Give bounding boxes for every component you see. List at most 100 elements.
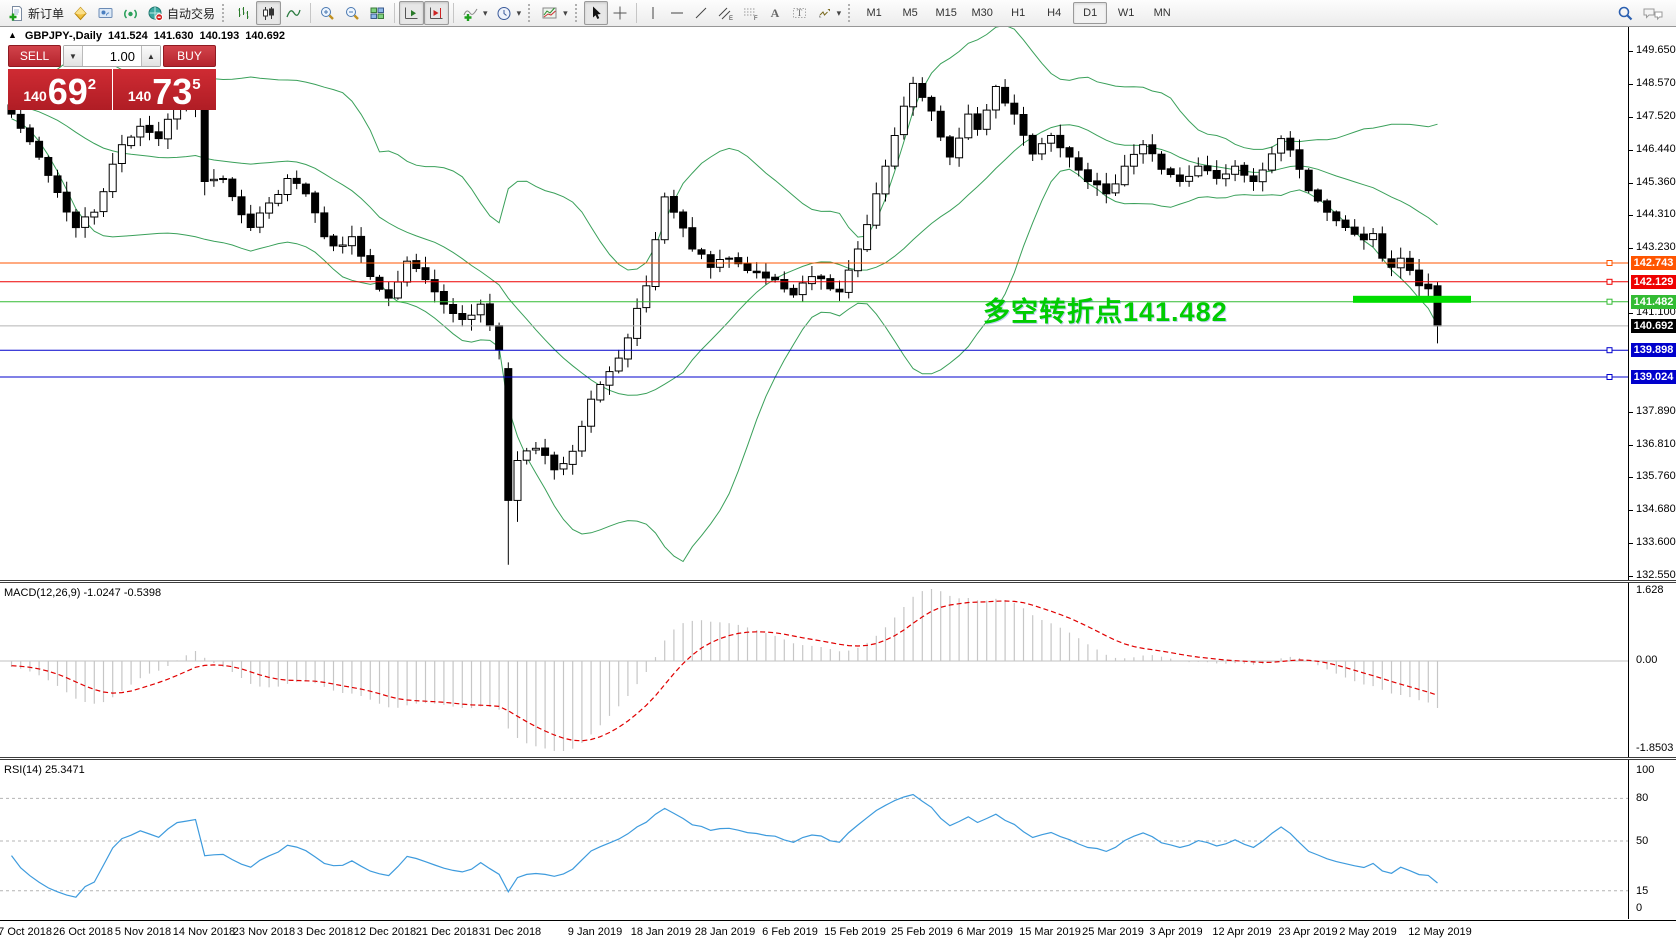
timeframe-M15[interactable]: M15 — [935, 7, 957, 19]
line-handle[interactable] — [1606, 298, 1613, 305]
price-tick-label: 145.360 — [1636, 175, 1676, 188]
metaeditor-icon — [74, 6, 87, 20]
candle-body-bull — [872, 193, 881, 226]
candle-body-bear — [1378, 233, 1387, 259]
crosshair-button[interactable] — [608, 1, 632, 25]
price-tick-label: 141.100 — [1636, 306, 1676, 319]
candle-body-bull — [522, 450, 531, 461]
auto-scroll-button[interactable] — [399, 1, 425, 25]
chevron-down-icon: ▾ — [836, 7, 842, 18]
horizontal-line-icon — [670, 12, 683, 14]
timeframe-M1[interactable]: M1 — [866, 7, 882, 19]
panel-splitter[interactable] — [0, 580, 1676, 583]
equidistant-channel-button[interactable]: E — [713, 1, 738, 25]
candle-body-bear — [1102, 183, 1111, 195]
signals-button[interactable] — [118, 1, 143, 25]
cursor-button[interactable] — [583, 1, 608, 25]
candlestick-chart-button[interactable] — [256, 1, 282, 25]
candle-body-bear — [1304, 169, 1313, 192]
timeframe-M30[interactable]: M30 — [971, 7, 993, 19]
chat-icon[interactable] — [1642, 5, 1664, 22]
price-line-label: 142.743 — [1631, 255, 1676, 270]
svg-text:F: F — [754, 16, 758, 21]
line-handle[interactable] — [1606, 374, 1613, 380]
auto-trading-icon — [148, 6, 164, 21]
time-tick-label: 15 Feb 2019 — [824, 926, 886, 938]
arrows-button[interactable]: ▾ — [812, 1, 846, 25]
templates-button[interactable]: ▾ — [537, 1, 572, 25]
buy-button[interactable]: BUY — [163, 45, 216, 67]
candle-body-bull — [1139, 144, 1148, 155]
trendline-button[interactable] — [689, 1, 713, 25]
ask-pip-digit: 5 — [192, 76, 201, 93]
macd-canvas[interactable] — [0, 583, 1628, 757]
line-handle[interactable] — [1606, 260, 1613, 266]
zoom-in-button[interactable] — [315, 1, 340, 25]
new-order-button[interactable]: 新订单 — [4, 1, 68, 25]
macd-panel[interactable]: MACD(12,26,9) -1.0247 -0.5398 — [0, 583, 1628, 757]
panel-splitter[interactable] — [0, 757, 1676, 760]
candle-body-bear — [357, 235, 366, 257]
macd-axis[interactable]: 1.628 0.00 -1.8503 — [1628, 583, 1676, 757]
line-handle[interactable] — [1606, 278, 1613, 285]
timeframe-H1[interactable]: H1 — [1011, 7, 1026, 19]
volume-input[interactable]: 1.00 — [82, 46, 142, 66]
vertical-line-button[interactable] — [641, 1, 665, 25]
candle-body-bear — [973, 113, 982, 130]
timeframe-MN[interactable]: MN — [1153, 7, 1171, 19]
new-order-icon — [9, 5, 22, 21]
arrows-icon — [818, 9, 830, 18]
zoom-out-button[interactable] — [340, 1, 365, 25]
text-label-button[interactable]: T — [787, 1, 812, 25]
price-axis[interactable]: 149.650 148.570 147.520 146.440 145.360 144.3… — [1628, 27, 1676, 581]
candle-body-bear — [311, 192, 320, 214]
terminal-button[interactable] — [93, 1, 118, 25]
rsi-value: 25.3471 — [44, 764, 85, 776]
candle-body-bear — [1166, 168, 1175, 176]
auto-trading-button[interactable]: 自动交易 — [143, 1, 219, 25]
candle-body-bull — [633, 307, 642, 339]
main-chart-panel[interactable]: ▲ GBPJPY-,Daily 141.524 141.630 140.193 … — [0, 24, 1628, 580]
timeframe-W1[interactable]: W1 — [1117, 7, 1135, 19]
low-value: 140.193 — [199, 30, 240, 42]
price-tick-label: 134.680 — [1636, 503, 1676, 516]
horizontal-line-button[interactable] — [665, 1, 689, 25]
timeframe-D1[interactable]: D1 — [1073, 2, 1108, 24]
candle-body-bear — [320, 212, 329, 238]
candle-body-bear — [1010, 102, 1019, 115]
line-chart-button[interactable] — [281, 1, 306, 25]
volume-decrease-button[interactable]: ▼ — [64, 46, 82, 66]
metaeditor-button[interactable] — [68, 1, 93, 25]
periods-button[interactable]: ▾ — [492, 1, 526, 25]
text-button[interactable]: A — [763, 1, 787, 25]
bid-price-tile[interactable]: 140 69 2 — [8, 69, 112, 110]
rsi-panel[interactable]: RSI(14) 25.3471 — [0, 760, 1628, 919]
tile-windows-button[interactable] — [365, 1, 390, 25]
one-click-collapse-arrow[interactable]: ▲ — [8, 30, 17, 40]
candle-body-bull — [1221, 173, 1230, 180]
bar-chart-button[interactable] — [231, 1, 256, 25]
candle-body-bear — [835, 288, 844, 293]
line-handle[interactable] — [1606, 347, 1613, 354]
svg-text:A: A — [770, 6, 779, 20]
candle-body-bull — [559, 463, 568, 470]
indicators-button[interactable]: ▾ — [458, 1, 492, 25]
price-chart-canvas[interactable] — [0, 24, 1628, 580]
price-tick-label: 136.810 — [1636, 437, 1676, 450]
timeframe-M5[interactable]: M5 — [902, 7, 918, 19]
rsi-axis[interactable]: 100 80 50 15 0 — [1628, 760, 1676, 919]
rsi-canvas[interactable] — [0, 760, 1628, 919]
candle-body-bull — [476, 303, 485, 316]
sell-button[interactable]: SELL — [8, 45, 61, 67]
chart-shift-button[interactable] — [424, 1, 450, 25]
macd-title: MACD(12,26,9) — [4, 587, 81, 599]
candle-body-bull — [136, 125, 145, 138]
timeframe-H4[interactable]: H4 — [1047, 7, 1062, 19]
volume-increase-button[interactable]: ▲ — [142, 46, 160, 66]
ask-price-tile[interactable]: 140 73 5 — [112, 69, 216, 110]
time-tick-label: 25 Mar 2019 — [1082, 926, 1144, 938]
search-icon[interactable] — [1617, 5, 1634, 22]
highlight-trend-segment[interactable] — [1353, 295, 1471, 303]
fibonacci-button[interactable]: F — [738, 1, 763, 25]
